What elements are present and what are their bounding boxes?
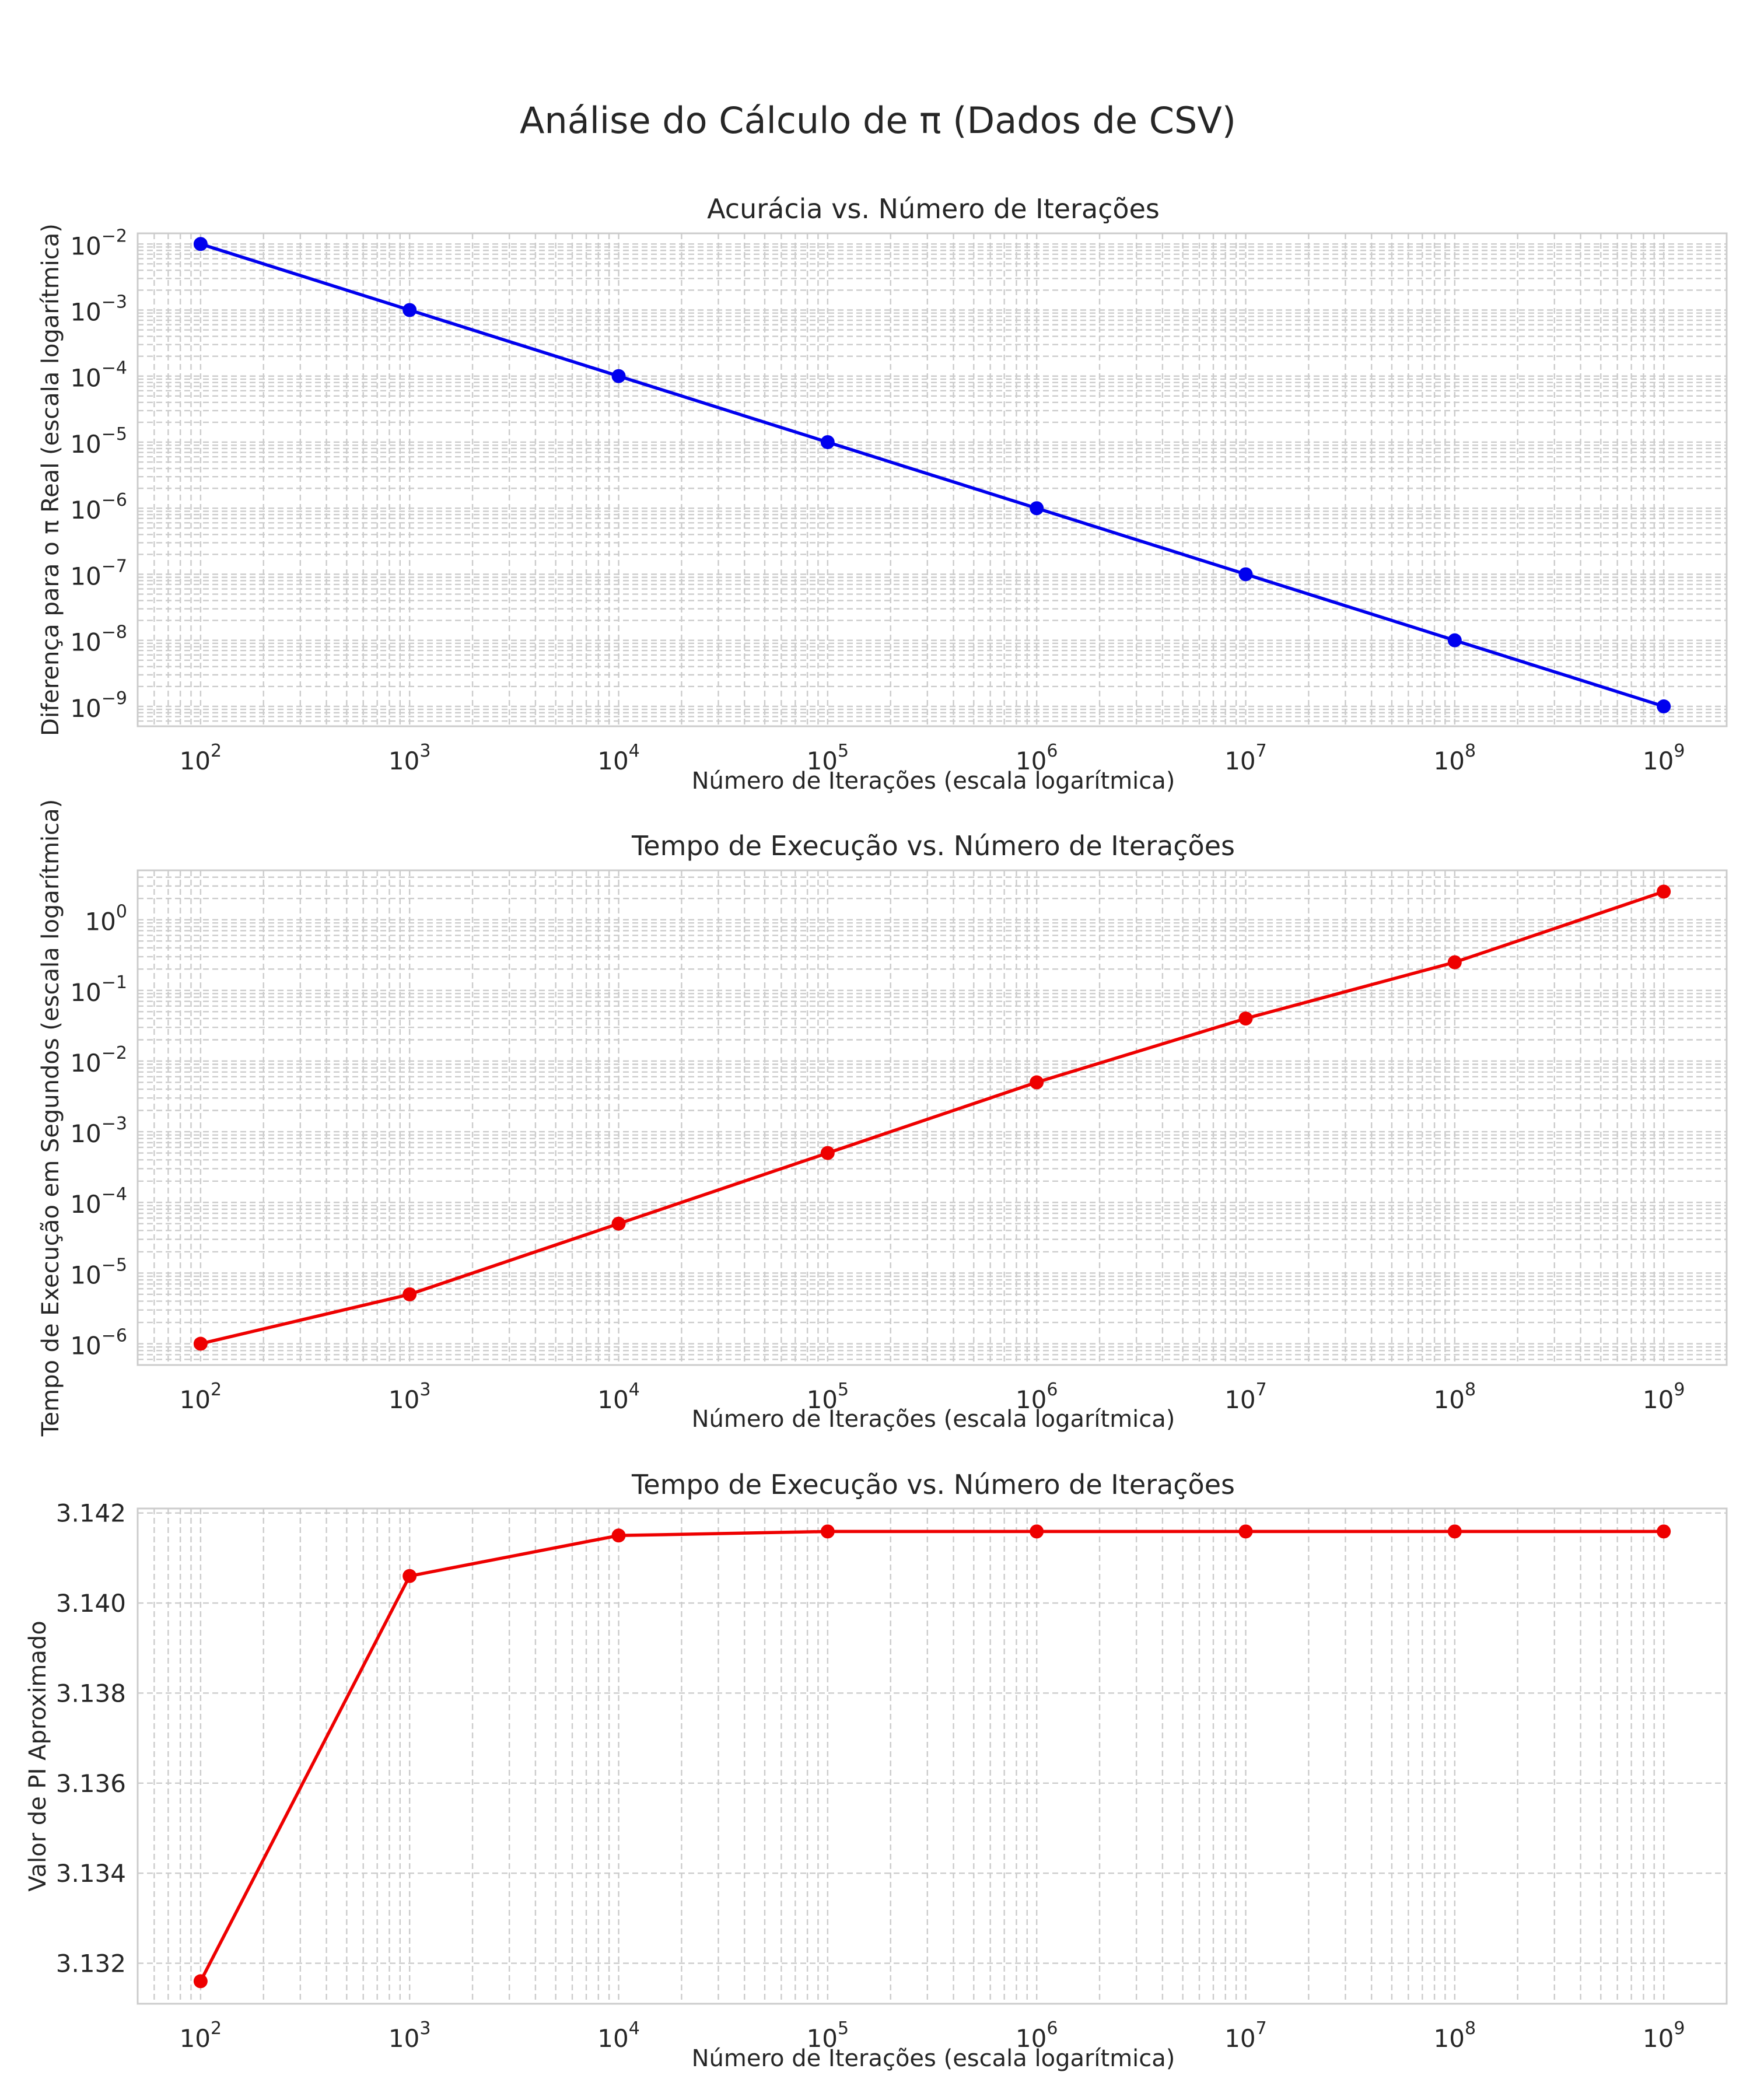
- x-tick-label: 102: [180, 2018, 222, 2053]
- x-tick-label: 103: [388, 741, 431, 775]
- series-line: [199, 1530, 1664, 1982]
- x-tick-label: 109: [1643, 1380, 1685, 1414]
- data-point: [611, 369, 626, 383]
- x-tick-label: 108: [1434, 2018, 1476, 2053]
- plot-frame: [136, 869, 1728, 1366]
- y-tick-label: 3.138: [56, 1679, 126, 1707]
- x-tick-label: 108: [1434, 1380, 1476, 1414]
- data-point: [1657, 1524, 1671, 1539]
- data-point: [820, 1146, 835, 1160]
- plot-frame: [136, 1507, 1728, 2005]
- y-tick-label: 3.142: [56, 1499, 126, 1528]
- y-tick-label: 10−3: [70, 292, 127, 327]
- data-point: [1030, 501, 1044, 516]
- series-line: [200, 890, 1664, 1346]
- data-point: [611, 1216, 626, 1231]
- data-point: [1657, 699, 1671, 713]
- y-tick-label: 10−5: [70, 1255, 127, 1289]
- data-point: [193, 1974, 208, 1989]
- x-tick-label: 103: [388, 1380, 431, 1414]
- x-tick-label: 107: [1224, 2018, 1267, 2053]
- data-point: [611, 1528, 626, 1543]
- data-point: [1238, 567, 1253, 582]
- y-tick-label: 10−8: [70, 622, 127, 657]
- y-tick-label: 10−3: [70, 1114, 127, 1148]
- grid: [136, 233, 1728, 727]
- y-tick-label: 10−7: [70, 556, 127, 590]
- x-tick-label: 104: [597, 2018, 640, 2053]
- y-tick-label: 10−2: [70, 226, 127, 260]
- y-tick-label: 3.140: [56, 1589, 126, 1618]
- data-point: [1447, 955, 1462, 970]
- y-tick-label: 3.132: [56, 1950, 126, 1978]
- y-tick-label: 10−4: [70, 358, 127, 393]
- subplot-title: Acurácia vs. Número de Iterações: [707, 193, 1160, 225]
- data-point: [1447, 633, 1462, 648]
- figure-title: Análise do Cálculo de π (Dados de CSV): [520, 99, 1236, 142]
- plot-frame: [136, 232, 1728, 727]
- x-tick-label: 104: [597, 741, 640, 775]
- x-tick-label: 106: [1016, 741, 1058, 775]
- y-tick-label: 10−1: [70, 972, 127, 1007]
- x-tick-label: 106: [1016, 1380, 1058, 1414]
- x-tick-label: 109: [1643, 741, 1685, 775]
- data-point: [193, 1336, 208, 1351]
- subplot-title: Tempo de Execução vs. Número de Iteraçõe…: [631, 1469, 1235, 1500]
- subplots: 102 103 104 105 106 107 108 109 10−9 10−8 10−7 10−6…: [24, 193, 1728, 2072]
- y-tick-label: 10−6: [70, 490, 127, 524]
- series-line: [200, 242, 1664, 708]
- y-tick-label: 3.134: [56, 1859, 126, 1888]
- x-tick-label: 105: [807, 2018, 849, 2053]
- data-point: [402, 303, 417, 317]
- x-tick-label: 107: [1224, 1380, 1267, 1414]
- x-tick-label: 105: [807, 1380, 849, 1414]
- y-tick-label: 10−5: [70, 424, 127, 459]
- data-point: [1238, 1524, 1253, 1539]
- plot-area: [138, 1508, 1727, 2004]
- subplot-2: 102 103 104 105 106 107 108 109 10−6 10−5 10−4 10−3…: [37, 799, 1728, 1437]
- y-tick-label: 100: [85, 902, 127, 936]
- x-tick-label: 105: [807, 741, 849, 775]
- y-tick-label: 10−9: [70, 688, 127, 723]
- x-tick-label: 103: [388, 2018, 431, 2053]
- x-tick-label: 102: [180, 1380, 222, 1414]
- x-axis-label: Número de Iterações (escala logarítmica): [692, 768, 1175, 794]
- x-tick-label: 104: [597, 1380, 640, 1414]
- x-tick-label: 109: [1643, 2018, 1685, 2053]
- x-tick-label: 102: [180, 741, 222, 775]
- grid: [136, 869, 1728, 1366]
- y-tick-label: 10−6: [70, 1326, 127, 1360]
- data-point: [1447, 1524, 1462, 1539]
- subplot-title: Tempo de Execução vs. Número de Iteraçõe…: [631, 830, 1235, 862]
- subplot-1: 102 103 104 105 106 107 108 109 10−9 10−8 10−7 10−6…: [37, 193, 1728, 794]
- y-tick-label: 10−4: [70, 1184, 127, 1219]
- grid: [136, 1508, 1728, 2004]
- y-tick-label: 3.136: [56, 1769, 126, 1798]
- data-point: [402, 1287, 417, 1301]
- data-point: [1238, 1012, 1253, 1026]
- data-point: [1030, 1524, 1044, 1539]
- data-point: [1030, 1075, 1044, 1090]
- x-axis-label: Número de Iterações (escala logarítmica): [692, 1406, 1175, 1433]
- x-tick-label: 106: [1016, 2018, 1058, 2053]
- data-point: [820, 435, 835, 449]
- subplot-3: 102 103 104 105 106 107 108 109 3.132 3.134 3.136 3…: [24, 1469, 1728, 2072]
- y-axis-label: Tempo de Execução em Segundos (escala lo…: [37, 799, 64, 1437]
- data-point: [1657, 884, 1671, 899]
- x-tick-label: 108: [1434, 741, 1476, 775]
- data-point: [193, 237, 208, 251]
- y-tick-label: 10−2: [70, 1043, 127, 1077]
- data-point: [402, 1569, 417, 1583]
- y-axis-label: Diferença para o π Real (escala logarítm…: [37, 223, 64, 736]
- y-axis-label: Valor de PI Aproximado: [24, 1620, 51, 1892]
- data-point: [820, 1524, 835, 1539]
- x-axis-label: Número de Iterações (escala logarítmica): [692, 2045, 1175, 2072]
- x-tick-label: 107: [1224, 741, 1267, 775]
